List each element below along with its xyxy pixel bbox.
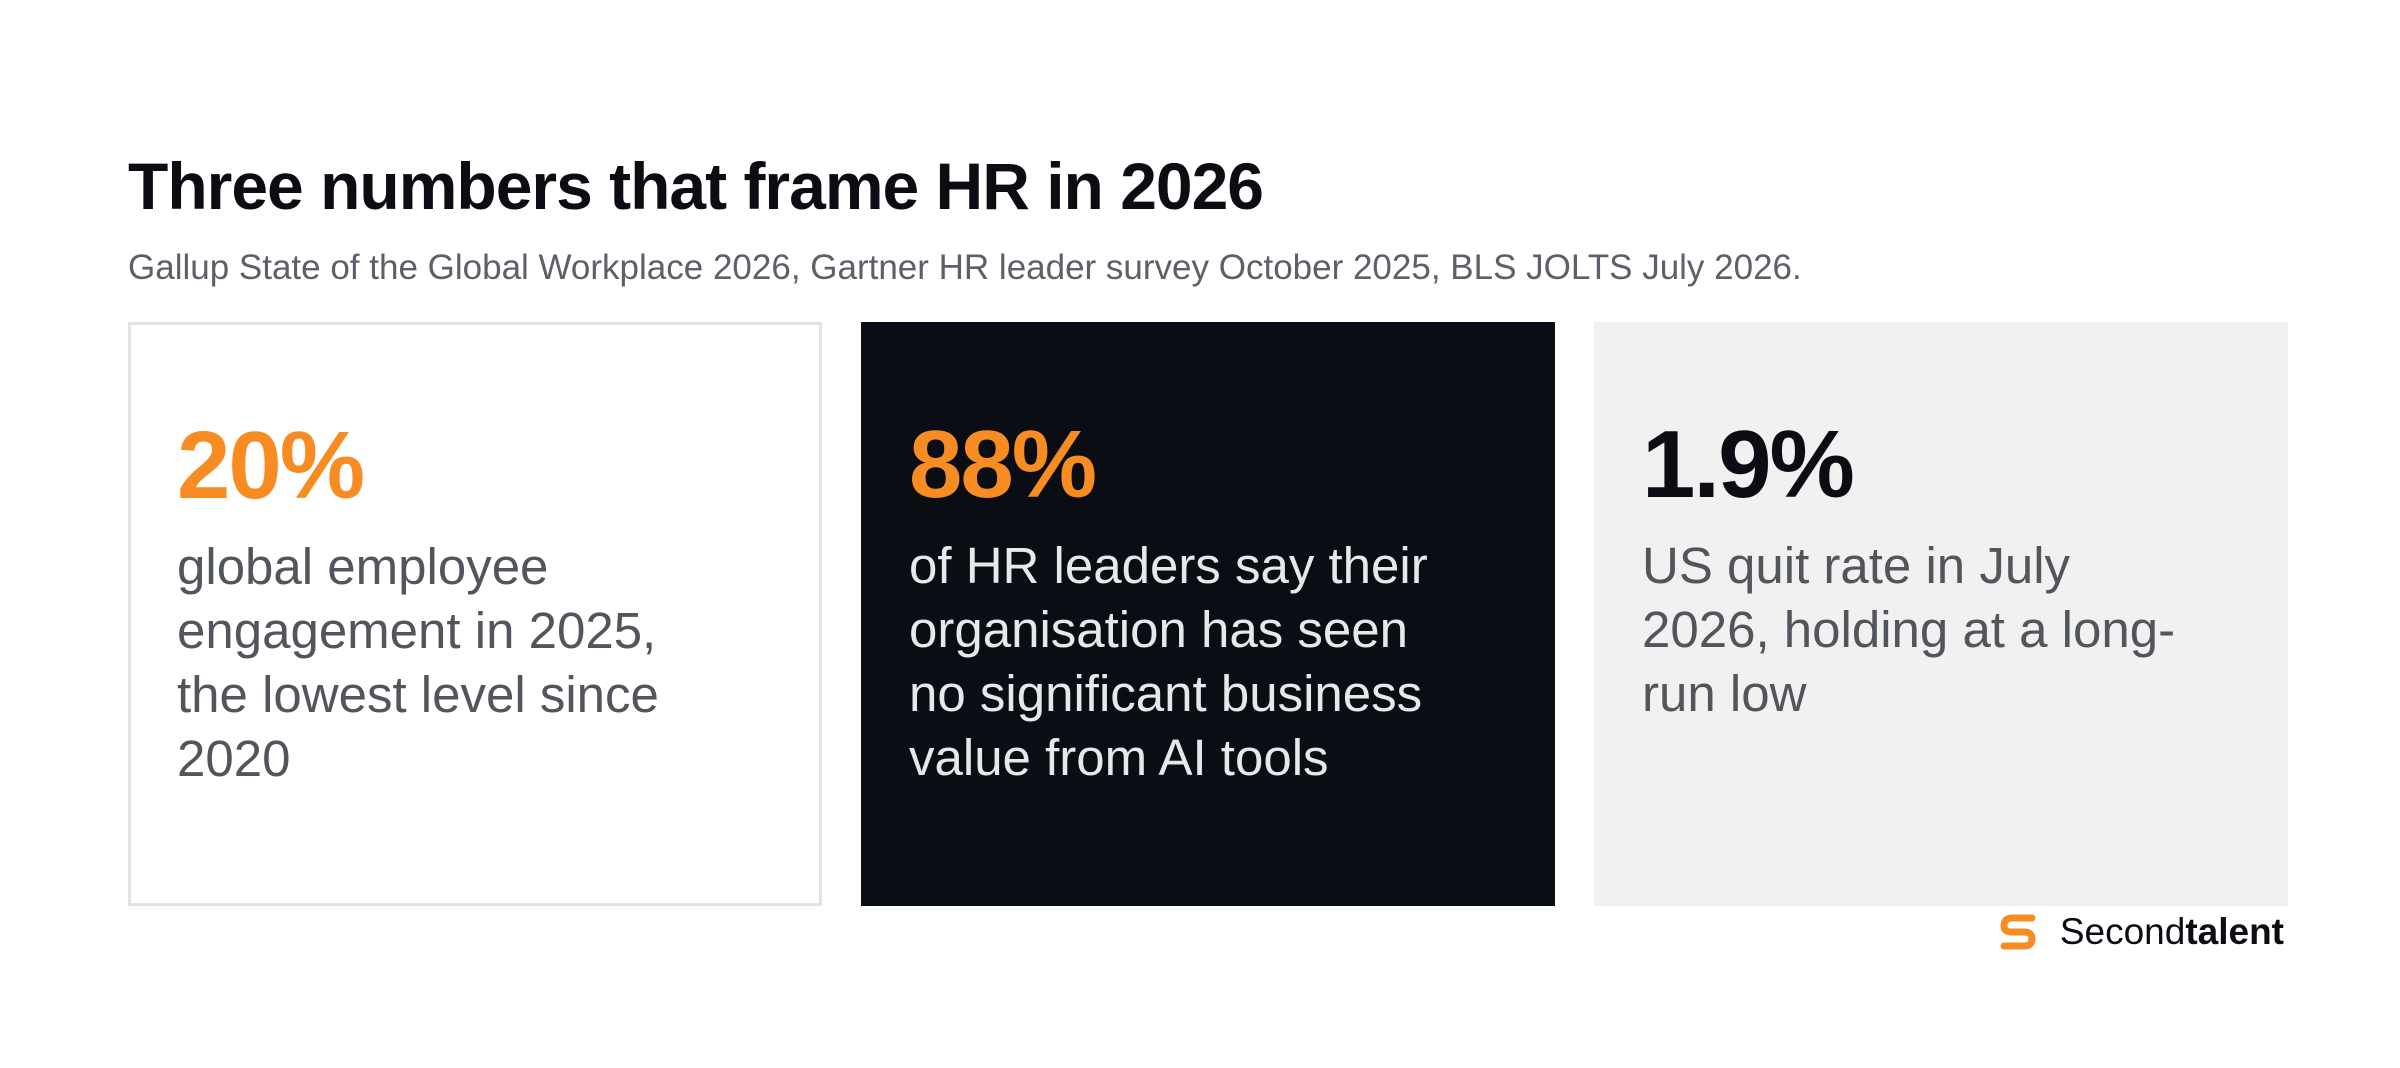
secondtalent-logo-icon <box>1992 906 2044 958</box>
stat-description: global employee engagement in 2025, the … <box>177 538 659 787</box>
stat-card-engagement: 20% global employee engagement in 2025, … <box>128 322 822 906</box>
stat-value: 1.9% <box>1642 411 1855 518</box>
page-title: Three numbers that frame HR in 2026 <box>128 149 1264 223</box>
brand-logo: Secondtalent <box>1992 906 2284 958</box>
stat-card-ai-value: 88% of HR leaders say their organisation… <box>861 322 1555 906</box>
stat-value: 20% <box>177 412 365 519</box>
stat-value: 88% <box>909 411 1097 518</box>
brand-name: Secondtalent <box>2059 911 2284 952</box>
stat-description: of HR leaders say their organisation has… <box>909 537 1428 786</box>
page-subtitle: Gallup State of the Global Workplace 202… <box>128 248 1802 287</box>
stat-card-quit-rate: 1.9% US quit rate in July 2026, holding … <box>1594 322 2288 906</box>
stat-description: US quit rate in July 2026, holding at a … <box>1642 537 2176 722</box>
